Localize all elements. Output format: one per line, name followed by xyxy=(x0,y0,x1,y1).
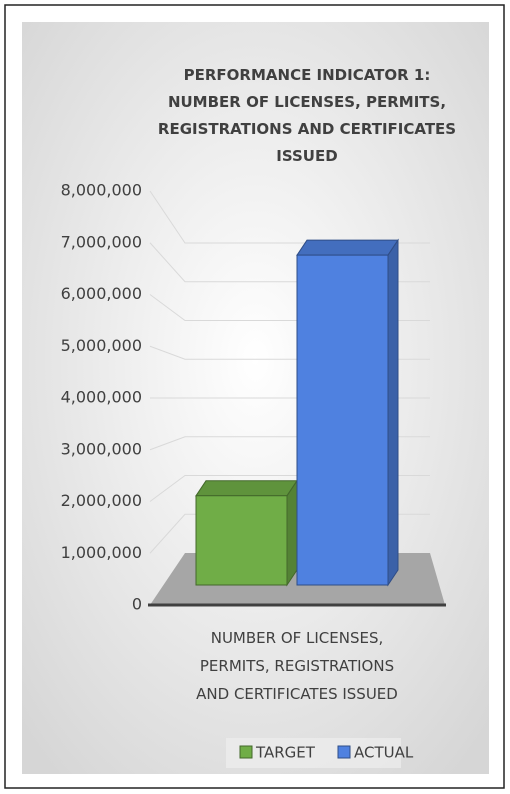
bar-side xyxy=(286,479,298,587)
y-tick-label: 8,000,000 xyxy=(61,181,142,200)
x-tick-label: NUMBER OF LICENSES, PERMITS, REGISTRATION… xyxy=(196,629,398,703)
y-tick-label: 4,000,000 xyxy=(61,388,142,407)
y-tick-label: 5,000,000 xyxy=(61,336,142,355)
legend-label: TARGET xyxy=(255,744,316,762)
y-tick-label: 2,000,000 xyxy=(61,491,142,510)
legend-box xyxy=(226,738,401,768)
bar-top xyxy=(296,239,399,256)
legend-swatch xyxy=(239,745,253,759)
y-tick-label: 6,000,000 xyxy=(61,284,142,303)
y-tick-label: 3,000,000 xyxy=(61,439,142,458)
chart-title: PERFORMANCE INDICATOR 1: NUMBER OF LICENS… xyxy=(158,66,456,165)
bar-top xyxy=(195,480,298,497)
legend-label: ACTUAL xyxy=(354,744,414,762)
bar-front xyxy=(195,495,288,586)
y-tick-label: 0 xyxy=(132,595,142,614)
bar-front xyxy=(296,254,389,586)
bar xyxy=(195,479,298,587)
legend-swatch xyxy=(337,745,351,759)
bar-side xyxy=(387,238,399,587)
y-tick-label: 7,000,000 xyxy=(61,232,142,251)
y-tick-label: 1,000,000 xyxy=(61,543,142,562)
bar xyxy=(296,238,399,587)
